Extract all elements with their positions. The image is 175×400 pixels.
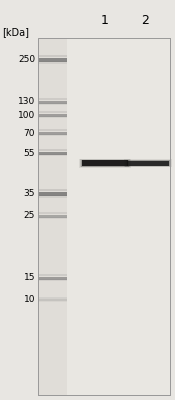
Bar (38, 149, 67, 151)
Text: [kDa]: [kDa] (2, 27, 29, 37)
Bar (38, 129, 67, 131)
Text: 250: 250 (18, 56, 35, 64)
Bar (38, 195, 67, 198)
Bar (38, 274, 67, 276)
Text: 25: 25 (24, 212, 35, 220)
Bar (38, 38, 170, 395)
Bar (38, 192, 67, 196)
Bar (38, 276, 67, 280)
Bar (82, 160, 128, 166)
Text: 70: 70 (23, 128, 35, 138)
Bar (38, 98, 67, 100)
Bar (38, 154, 67, 156)
Bar (38, 297, 67, 298)
Text: 55: 55 (23, 148, 35, 158)
Bar (38, 58, 67, 62)
Text: 15: 15 (23, 274, 35, 282)
Bar (38, 116, 67, 118)
Bar (38, 214, 67, 218)
Bar (38, 114, 67, 116)
Bar (79, 158, 131, 168)
Bar (126, 160, 170, 166)
Text: 100: 100 (18, 110, 35, 120)
Bar (38, 55, 67, 57)
Bar (38, 134, 67, 136)
Text: 10: 10 (23, 296, 35, 304)
Bar (38, 212, 67, 214)
Bar (125, 160, 171, 166)
Bar (38, 38, 170, 395)
Bar (38, 301, 67, 302)
Text: 35: 35 (23, 190, 35, 198)
Bar (38, 100, 67, 104)
Text: 130: 130 (18, 98, 35, 106)
Bar (38, 61, 67, 64)
Bar (38, 103, 67, 105)
Bar (38, 38, 170, 395)
Bar (38, 152, 67, 154)
Text: 1: 1 (101, 14, 109, 26)
Bar (38, 279, 67, 281)
Bar (38, 111, 67, 113)
Bar (38, 132, 67, 134)
Bar (80, 159, 130, 167)
Bar (124, 159, 172, 167)
Bar (38, 299, 67, 301)
Bar (38, 189, 67, 191)
Bar (127, 160, 169, 166)
Bar (38, 217, 67, 219)
Bar (38, 38, 67, 395)
Bar (81, 160, 129, 166)
Text: 2: 2 (141, 14, 149, 26)
